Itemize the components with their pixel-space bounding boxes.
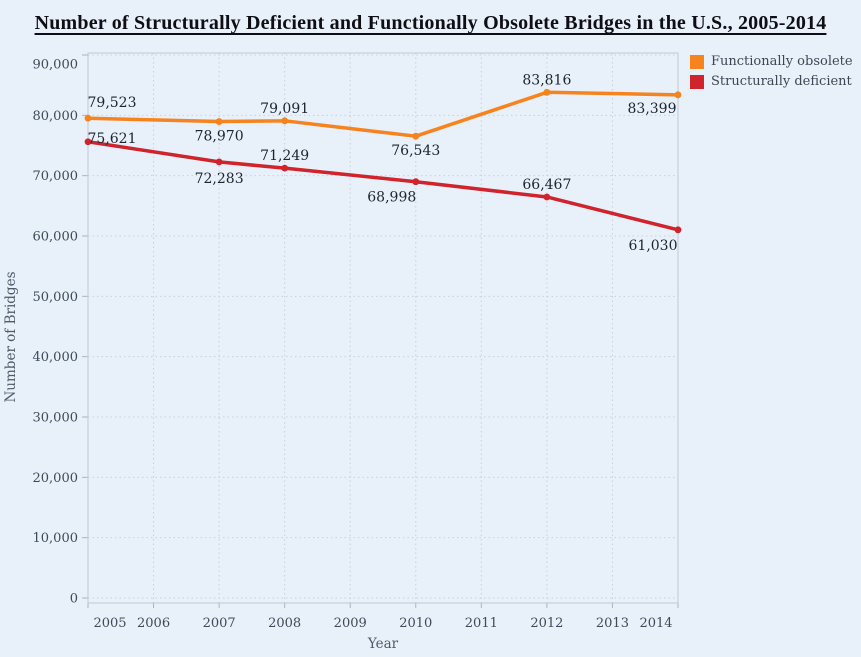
series-line-functionally-obsolete	[86, 90, 680, 138]
data-point-structurally-deficient	[215, 158, 223, 166]
data-point-label-structurally-deficient: 75,621	[88, 131, 137, 147]
series-line-structurally-deficient	[86, 140, 680, 232]
chart-title: Number of Structurally Deficient and Fun…	[34, 12, 827, 34]
data-point-structurally-deficient	[84, 138, 92, 146]
data-point-label-functionally-obsolete: 79,091	[260, 101, 309, 117]
y-tick-label: 20,000	[33, 471, 79, 486]
legend-item-functionally-obsolete: Functionally obsolete	[690, 55, 853, 69]
x-tick-label: 2006	[137, 616, 170, 631]
legend-swatch-functionally-obsolete	[690, 55, 704, 69]
x-tick-label: 2010	[399, 616, 432, 631]
y-tick-label: 50,000	[33, 290, 79, 305]
data-point-functionally-obsolete	[543, 88, 551, 96]
data-point-functionally-obsolete	[84, 114, 92, 122]
y-tick-label: 90,000	[33, 58, 79, 73]
data-point-label-functionally-obsolete: 76,543	[391, 143, 440, 159]
y-tick-label: 0	[70, 592, 78, 607]
data-point-functionally-obsolete	[215, 118, 223, 125]
y-tick-label: 10,000	[33, 531, 79, 546]
data-point-label-functionally-obsolete: 78,970	[195, 129, 244, 145]
x-tick-label: 2005	[93, 616, 126, 631]
data-point-label-structurally-deficient: 66,467	[522, 177, 571, 193]
data-point-structurally-deficient	[281, 164, 289, 172]
x-tick-label: 2012	[530, 616, 563, 631]
data-point-functionally-obsolete	[412, 132, 420, 140]
x-tick-label: 2011	[465, 616, 498, 631]
y-tick-label: 70,000	[33, 169, 79, 184]
legend-swatch-structurally-deficient	[690, 75, 704, 89]
legend: Functionally obsolete Structurally defic…	[690, 55, 853, 95]
legend-item-structurally-deficient: Structurally deficient	[690, 75, 853, 89]
legend-label-structurally-deficient: Structurally deficient	[711, 74, 852, 89]
y-tick-label: 40,000	[33, 350, 79, 365]
y-tick-label: 60,000	[33, 230, 79, 245]
data-point-structurally-deficient	[543, 193, 551, 201]
data-point-label-functionally-obsolete: 83,399	[628, 101, 677, 117]
y-tick-label: 30,000	[33, 411, 79, 426]
x-tick-label: 2013	[596, 616, 629, 631]
plot-border	[87, 52, 679, 604]
data-point-functionally-obsolete	[674, 91, 682, 99]
data-point-structurally-deficient	[412, 178, 420, 186]
legend-label-functionally-obsolete: Functionally obsolete	[711, 54, 853, 69]
x-tick-label: 2014	[639, 616, 672, 631]
x-tick-label: 2007	[203, 616, 236, 631]
data-point-label-structurally-deficient: 72,283	[195, 171, 244, 187]
data-point-label-structurally-deficient: 71,249	[260, 148, 309, 164]
data-point-label-functionally-obsolete: 83,816	[522, 72, 571, 88]
x-tick-label: 2008	[268, 616, 301, 631]
data-point-label-functionally-obsolete: 79,523	[88, 95, 137, 111]
data-point-functionally-obsolete	[281, 117, 289, 125]
x-tick-label: 2009	[334, 616, 367, 631]
data-point-label-structurally-deficient: 68,998	[367, 190, 416, 206]
data-point-label-structurally-deficient: 61,030	[629, 238, 678, 254]
y-tick-label: 80,000	[33, 109, 79, 124]
data-point-structurally-deficient	[674, 226, 682, 234]
x-axis-title: Year	[367, 636, 399, 652]
y-axis-title: Number of Bridges	[3, 271, 19, 403]
